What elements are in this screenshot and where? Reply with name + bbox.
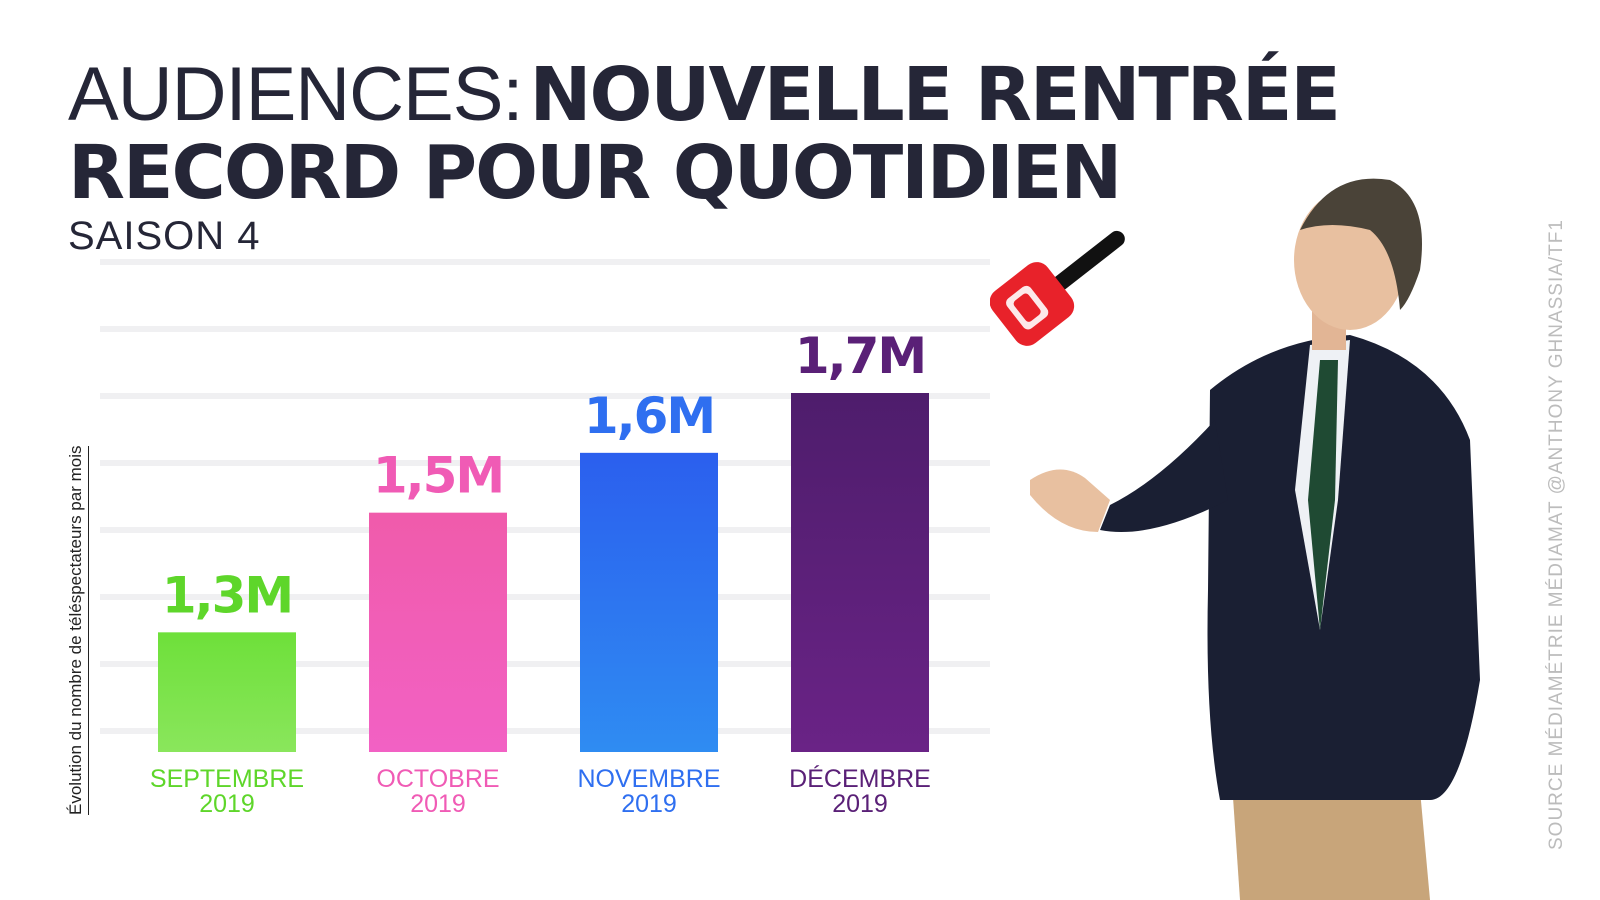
bar-2 <box>580 452 718 752</box>
chart-subtitle: SAISON 4 <box>68 214 261 258</box>
category-labels: SEPTEMBRE2019OCTOBRE2019NOVEMBRE2019DÉCE… <box>150 764 931 818</box>
title-bold-line2: RECORD POUR QUOTIDIEN <box>68 130 1122 216</box>
category-month-3: DÉCEMBRE <box>789 764 931 793</box>
bar-chart: 1,3M1,5M1,6M1,7M SEPTEMBRE2019OCTOBRE201… <box>100 259 990 818</box>
value-label-0: 1,3M <box>162 566 292 624</box>
value-label-2: 1,6M <box>584 387 714 445</box>
microphone-icon <box>990 230 1125 346</box>
category-year-1: 2019 <box>410 790 466 818</box>
bar-0 <box>158 632 296 752</box>
value-labels: 1,3M 1,5M 1,6M 1,7M <box>162 327 927 624</box>
bar-1 <box>369 512 507 752</box>
title-light: AUDIENCES <box>68 52 503 137</box>
category-year-0: 2019 <box>199 790 255 818</box>
bars <box>158 393 929 752</box>
title-line-1: AUDIENCES: NOUVELLE RENTRÉE <box>68 56 1341 135</box>
presenter-illustration <box>990 178 1480 900</box>
source-credit: SOURCE MÉDIAMÉTRIE MÉDIAMAT @ANTHONY GHN… <box>1546 219 1567 850</box>
title-bold-line1: NOUVELLE RENTRÉE <box>529 52 1341 138</box>
title-colon: : <box>502 52 523 137</box>
presenter-figure <box>1030 178 1480 900</box>
value-label-3: 1,7M <box>795 327 925 385</box>
value-label-1: 1,5M <box>373 447 503 505</box>
category-year-3: 2019 <box>832 790 888 818</box>
category-month-1: OCTOBRE <box>376 765 499 793</box>
bar-3 <box>791 393 929 752</box>
category-month-0: SEPTEMBRE <box>150 765 304 793</box>
category-year-2: 2019 <box>621 790 677 818</box>
chart-title: AUDIENCES: NOUVELLE RENTRÉE RECORD POUR Q… <box>68 56 1341 216</box>
category-month-2: NOVEMBRE <box>577 765 720 793</box>
